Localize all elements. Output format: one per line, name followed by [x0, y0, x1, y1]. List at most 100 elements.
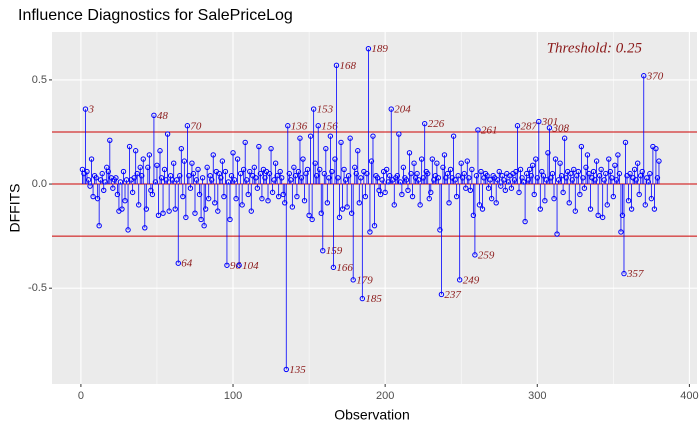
point-label: 249 — [463, 274, 480, 286]
point — [476, 202, 483, 208]
point — [236, 262, 242, 268]
point — [525, 177, 531, 183]
point — [387, 173, 393, 179]
point — [295, 168, 302, 175]
chart-title: Influence Diagnostics for SalePriceLog — [18, 7, 293, 24]
point — [514, 123, 521, 129]
point — [101, 187, 107, 193]
point — [175, 260, 181, 266]
point — [434, 160, 440, 166]
point — [107, 137, 113, 144]
point-label: 179 — [356, 274, 373, 286]
point — [134, 170, 140, 177]
point — [488, 195, 495, 202]
point — [90, 193, 96, 200]
point — [572, 208, 579, 214]
point — [279, 175, 285, 181]
point — [344, 204, 350, 210]
point — [268, 145, 274, 152]
point — [463, 185, 469, 191]
point — [282, 200, 288, 206]
point — [350, 277, 356, 283]
point — [326, 175, 332, 181]
x-tick-label: 300 — [528, 390, 546, 402]
point — [394, 173, 401, 179]
point — [613, 177, 620, 183]
point — [583, 164, 589, 171]
point — [275, 193, 282, 200]
point — [300, 156, 306, 162]
point — [347, 135, 353, 141]
point — [551, 195, 557, 202]
point — [531, 191, 537, 198]
point — [364, 170, 370, 177]
point-label: 159 — [326, 245, 343, 257]
point — [502, 187, 509, 193]
point — [441, 152, 448, 158]
threshold-label: Threshold: 0.25 — [547, 40, 643, 56]
point — [484, 173, 490, 179]
point — [245, 191, 251, 198]
x-tick-label: 0 — [78, 390, 84, 402]
point — [422, 120, 428, 127]
point — [446, 200, 452, 206]
point — [540, 173, 547, 179]
point — [603, 170, 609, 177]
point — [382, 189, 388, 196]
point — [636, 191, 642, 198]
point — [554, 231, 560, 237]
point — [254, 185, 261, 191]
point — [352, 164, 358, 171]
point — [612, 162, 618, 169]
point — [593, 158, 600, 164]
point — [310, 106, 317, 112]
point — [414, 170, 420, 177]
point — [210, 152, 216, 158]
point — [400, 164, 407, 171]
point — [647, 170, 653, 177]
point — [625, 198, 632, 204]
point — [409, 193, 416, 200]
point — [318, 210, 324, 216]
point — [641, 73, 647, 79]
point — [575, 168, 582, 175]
point — [501, 177, 507, 183]
point — [523, 170, 530, 177]
point — [181, 158, 188, 164]
point — [262, 175, 268, 181]
point — [313, 173, 320, 179]
point-label: 96 — [230, 260, 242, 272]
y-tick-label: -0.5 — [28, 282, 47, 294]
point — [438, 291, 445, 298]
point — [388, 106, 394, 112]
point — [240, 166, 247, 173]
point — [131, 175, 137, 181]
point — [257, 170, 264, 177]
point — [301, 198, 308, 204]
point — [195, 166, 201, 173]
point — [342, 177, 349, 183]
point — [604, 202, 610, 208]
point — [289, 204, 296, 210]
point — [485, 185, 492, 191]
point — [368, 158, 375, 164]
point — [161, 166, 168, 173]
point — [215, 208, 221, 214]
point — [190, 170, 197, 177]
point — [82, 106, 89, 112]
point — [469, 166, 475, 173]
point — [120, 168, 127, 175]
point — [285, 123, 291, 129]
point — [227, 216, 233, 223]
point — [633, 177, 639, 183]
point — [96, 223, 102, 229]
point — [292, 173, 299, 179]
point — [320, 247, 326, 254]
point — [145, 164, 151, 171]
point — [315, 123, 321, 129]
point — [595, 212, 601, 218]
point — [286, 170, 293, 177]
point — [307, 133, 314, 139]
point — [383, 166, 390, 173]
point — [545, 150, 551, 156]
